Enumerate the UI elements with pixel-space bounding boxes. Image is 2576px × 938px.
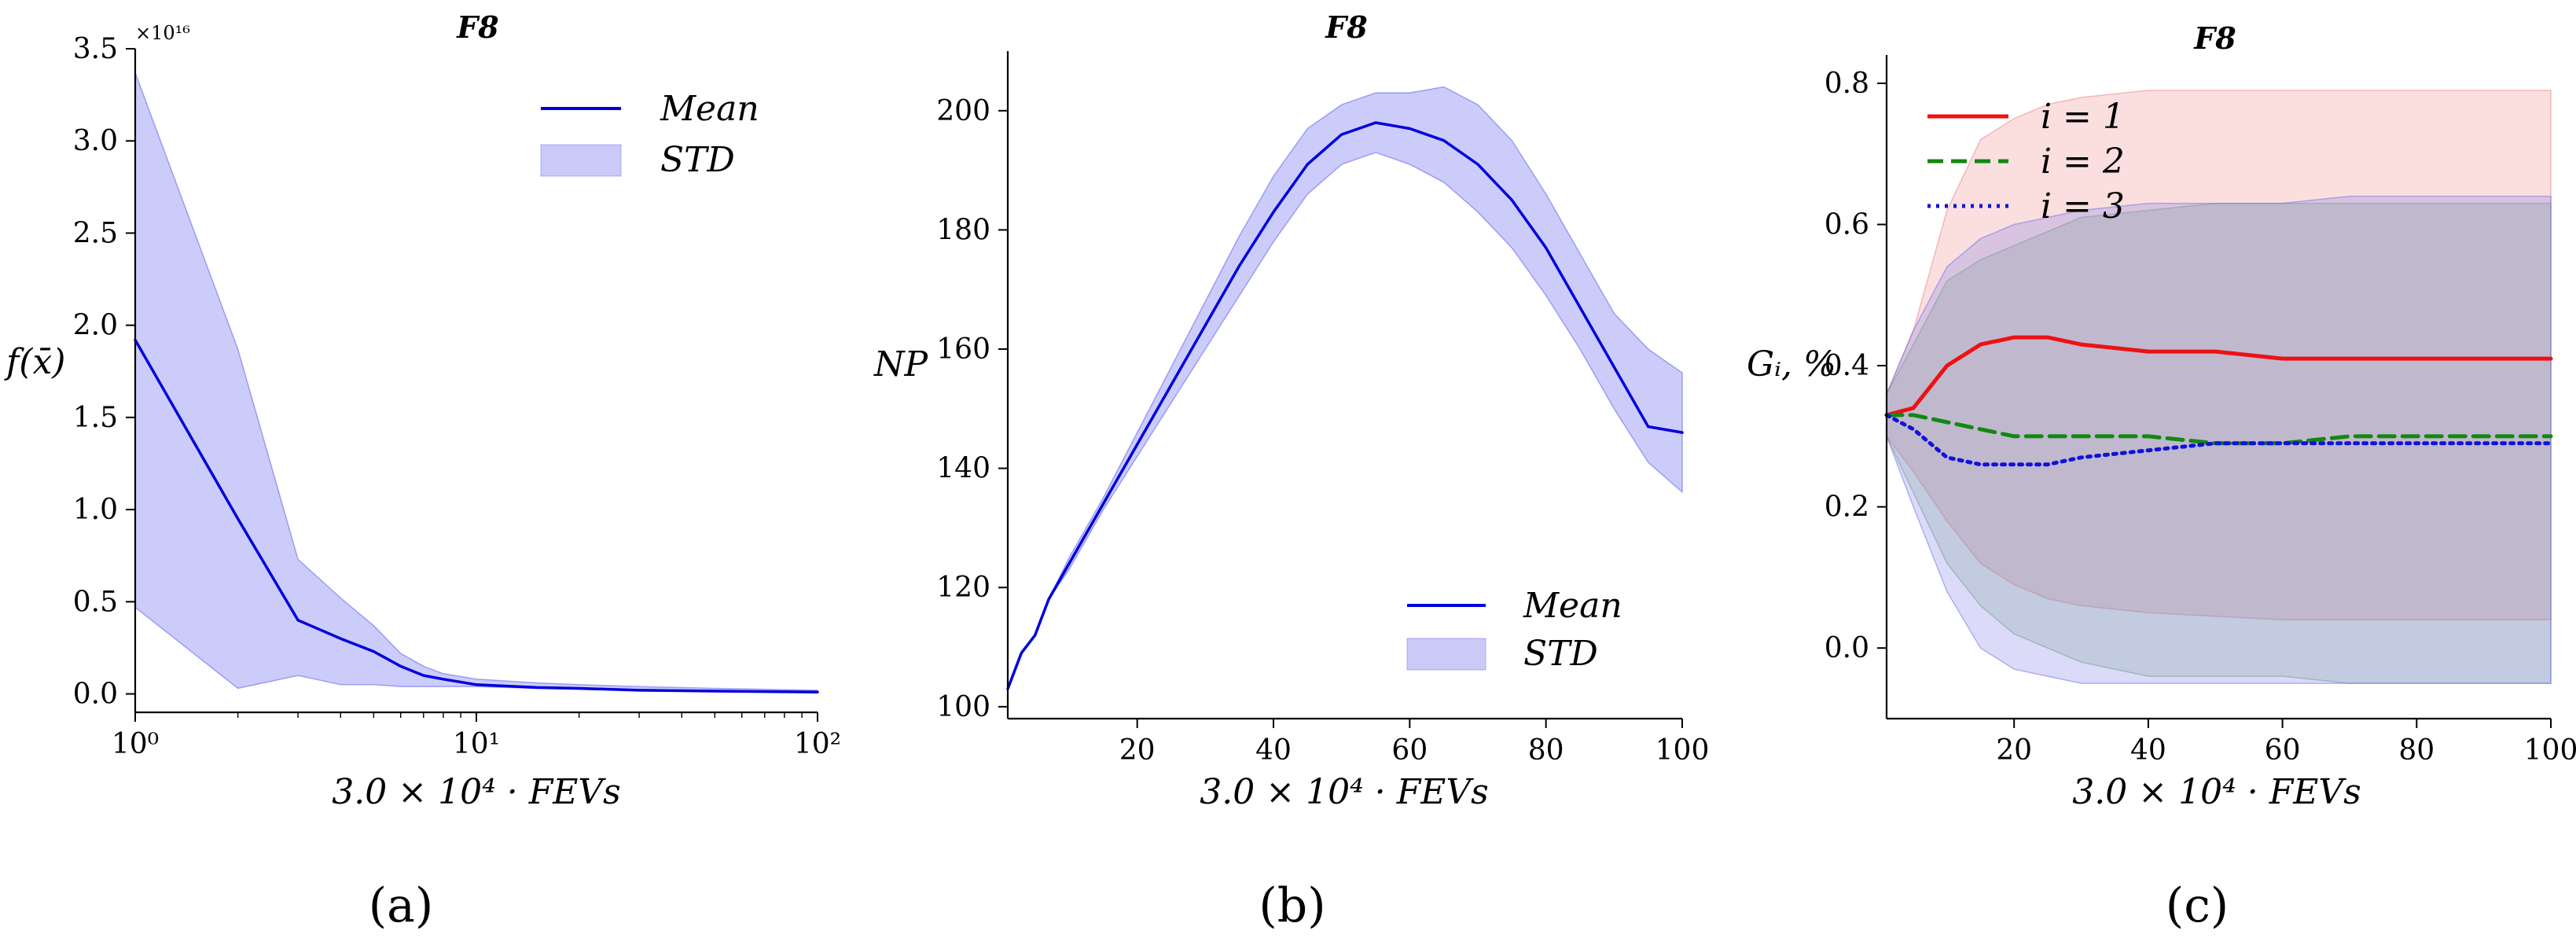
- chart-c-ytick-label: 0.6: [1825, 208, 1869, 241]
- chart-a-xtick-label: 10²: [794, 728, 841, 760]
- chart-c-legend-i2-label: i = 2: [2041, 142, 2125, 182]
- chart-a-legend-std-swatch: [540, 144, 622, 177]
- chart-b-ytick-label: 160: [936, 333, 990, 366]
- chart-a-ytick-label: 0.5: [73, 586, 118, 618]
- chart-c-std-bands: [1886, 90, 2552, 684]
- chart-b-xtick-label: 40: [1255, 734, 1292, 767]
- chart-a-panel-label: (a): [369, 878, 434, 933]
- chart-b-xtick-label: 80: [1528, 734, 1564, 767]
- chart-b-legend: Mean STD: [1406, 586, 1622, 674]
- chart-a-ytick-label: 1.0: [73, 494, 118, 526]
- chart-b-xtick-label: 60: [1391, 734, 1428, 767]
- chart-c-title: F8: [2193, 20, 2236, 56]
- chart-a-x-ticks: 10⁰ 10¹ 10²: [112, 712, 841, 760]
- chart-a-ytick-label: 3.0: [73, 125, 118, 157]
- chart-b-y-ticks: 100 120 140 160 180 200: [936, 95, 1008, 723]
- chart-a-ytick-label: 0.0: [73, 679, 118, 711]
- chart-a-xlabel: 3.0 × 10⁴ · FEVs: [332, 772, 620, 812]
- chart-c-xlabel: 3.0 × 10⁴ · FEVs: [2072, 772, 2361, 812]
- chart-a-ytick-label: 1.5: [73, 402, 118, 434]
- chart-b-xtick-label: 100: [1655, 734, 1710, 767]
- chart-c-legend: i = 1 i = 2 i = 3: [1927, 97, 2125, 226]
- chart-b-panel-label: (b): [1259, 878, 1325, 933]
- chart-c-xtick-label: 20: [1996, 734, 2032, 767]
- chart-c-ytick-label: 0.0: [1825, 632, 1869, 664]
- chart-b-legend-std-swatch: [1406, 638, 1486, 671]
- chart-c-legend-i1-label: i = 1: [2041, 97, 2125, 137]
- chart-c-line-2: [1884, 413, 2553, 446]
- chart-b-legend-std-label: STD: [1523, 634, 1598, 674]
- chart-c-xtick-label: 80: [2398, 734, 2435, 767]
- chart-c-line-3: [1884, 413, 2553, 467]
- chart-b-ytick-label: 200: [936, 95, 990, 127]
- chart-b-x-ticks: 20 40 60 80 100: [1119, 719, 1710, 767]
- chart-c-std-band-3: [1886, 195, 2552, 684]
- chart-b-ytick-label: 140: [936, 453, 990, 485]
- chart-b-ytick-label: 120: [936, 572, 990, 604]
- chart-b-ytick-label: 180: [936, 214, 990, 246]
- chart-c-xtick-label: 100: [2524, 734, 2576, 767]
- chart-a-y-ticks: 0.0 0.5 1.0 1.5 2.0 2.5 3.0 3.5: [73, 33, 135, 711]
- chart-a-ytick-label: 3.5: [73, 33, 118, 65]
- chart-b-series-lines: [1006, 121, 1684, 690]
- chart-c-xtick-label: 40: [2130, 734, 2166, 767]
- chart-a-xtick-label: 10¹: [453, 728, 500, 760]
- chart-c-y-ticks: 0.0 0.2 0.4 0.6 0.8: [1825, 68, 1887, 664]
- chart-a-legend-std-label: STD: [660, 140, 735, 180]
- chart-a-ytick-label: 2.0: [73, 310, 118, 342]
- chart-c-ylabel: Gᵢ, %: [1747, 344, 1836, 384]
- chart-a-title: F8: [456, 9, 498, 45]
- chart-b-legend-mean-label: Mean: [1523, 586, 1622, 626]
- chart-a-ylabel: f(x̄): [4, 342, 65, 382]
- chart-b-xtick-label: 20: [1119, 734, 1156, 767]
- chart-c-x-ticks: 20 40 60 80 100: [1996, 719, 2576, 767]
- chart-a: F8 ×10¹⁶ 0.0 0.5 1.0 1.5 2.0 2.5 3.0 3.5 10⁰ 10¹…: [4, 9, 841, 933]
- chart-b-ylabel: NP: [873, 344, 929, 384]
- chart-a-scale-note: ×10¹⁶: [135, 22, 190, 44]
- chart-b-ytick-label: 100: [936, 691, 990, 723]
- chart-a-line-1: [134, 338, 819, 693]
- chart-c: F8 0.0 0.2 0.4 0.6 0.8 20 40 60 80 100 Gᵢ, % 3.0…: [1747, 20, 2576, 933]
- chart-b: F8 100 120 140 160 180 200 20 40 60 80 100 NP 3.0…: [873, 9, 1709, 933]
- chart-a-xtick-label: 10⁰: [112, 728, 159, 760]
- chart-b-xlabel: 3.0 × 10⁴ · FEVs: [1200, 772, 1488, 812]
- chart-c-ytick-label: 0.2: [1825, 491, 1869, 524]
- chart-a-legend: Mean STD: [540, 89, 759, 180]
- chart-c-panel-label: (c): [2166, 878, 2229, 933]
- chart-b-title: F8: [1325, 9, 1367, 45]
- chart-c-xtick-label: 60: [2265, 734, 2301, 767]
- chart-c-legend-i3-label: i = 3: [2041, 186, 2125, 226]
- chart-c-line-1: [1884, 335, 2553, 418]
- chart-b-line-1: [1006, 121, 1684, 690]
- chart-a-ytick-label: 2.5: [73, 217, 118, 249]
- chart-a-legend-mean-label: Mean: [660, 89, 759, 129]
- chart-c-ytick-label: 0.4: [1825, 350, 1869, 382]
- chart-a-series-lines: [134, 338, 819, 693]
- chart-c-ytick-label: 0.8: [1825, 68, 1869, 100]
- chart-c-series-lines: [1884, 335, 2553, 467]
